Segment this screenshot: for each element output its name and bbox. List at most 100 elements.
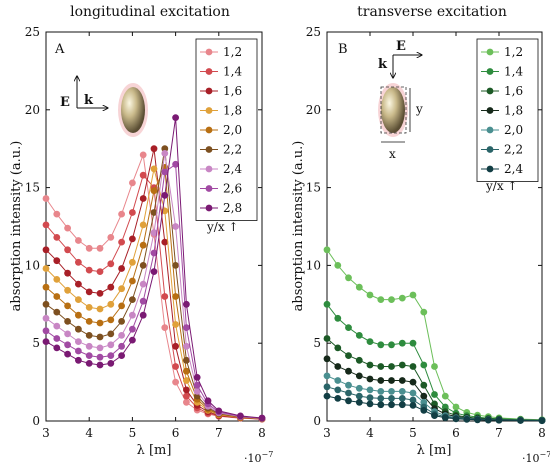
data-point — [398, 401, 406, 409]
data-point — [420, 308, 428, 316]
data-point — [366, 338, 374, 345]
legend-marker — [205, 146, 213, 153]
legend: 1,2 1,4 1,6 1,8 2,0 2,2 2,4 2,6 2,8 — [195, 38, 258, 221]
data-point — [107, 330, 115, 338]
data-point — [129, 209, 136, 216]
data-point — [388, 377, 395, 384]
data-point — [334, 314, 342, 322]
y-ticks: 0 5 10 15 20 25 — [25, 25, 262, 428]
data-point — [334, 395, 342, 402]
data-point — [96, 290, 104, 297]
data-point — [345, 381, 352, 389]
legend-marker — [205, 126, 213, 134]
data-point — [42, 221, 50, 229]
data-point — [53, 276, 61, 283]
inset-longitudinal: E k — [60, 76, 148, 137]
data-point — [53, 344, 61, 352]
x-axis-label: λ [m] — [137, 443, 172, 458]
y-ticks: 0 5 10 15 20 25 — [306, 25, 542, 428]
x-tick-label: 4 — [366, 426, 374, 440]
data-point — [366, 361, 374, 369]
data-point — [118, 302, 125, 310]
y-tick-label: 25 — [25, 25, 40, 39]
data-point — [96, 268, 104, 275]
data-point — [431, 400, 438, 408]
data-point — [161, 192, 169, 199]
data-point — [118, 318, 125, 325]
legend-label: 2,4 — [504, 162, 523, 176]
data-point — [42, 327, 50, 335]
data-point — [107, 260, 115, 268]
data-point — [334, 262, 342, 269]
data-point — [409, 339, 417, 347]
width-label: x — [389, 147, 396, 161]
data-point — [42, 265, 50, 272]
legend-label: 1,2 — [504, 45, 523, 59]
data-point — [172, 293, 180, 300]
data-point — [75, 338, 82, 345]
data-point — [323, 300, 331, 308]
data-point — [129, 325, 136, 333]
panel-label: A — [54, 42, 65, 57]
data-point — [96, 353, 104, 361]
data-point — [118, 210, 125, 218]
data-point — [139, 171, 147, 179]
data-point — [388, 363, 395, 370]
data-point — [355, 384, 363, 392]
plot-frame — [326, 31, 543, 422]
data-point — [75, 356, 82, 364]
data-point — [323, 246, 331, 254]
data-point — [193, 381, 201, 389]
data-point — [150, 145, 158, 153]
data-point — [96, 244, 104, 252]
data-point — [388, 296, 395, 303]
nanoparticle — [381, 87, 405, 133]
x-tick-label: 4 — [85, 426, 93, 440]
data-point — [355, 332, 363, 339]
data-point — [107, 283, 115, 291]
data-point — [129, 311, 136, 319]
legend-label: 2,0 — [504, 123, 523, 137]
legend-marker — [205, 107, 213, 114]
data-point — [258, 414, 266, 422]
legend-label: 2,8 — [223, 201, 242, 215]
data-point — [172, 160, 180, 168]
data-point — [484, 416, 492, 424]
data-point — [323, 372, 331, 380]
data-point — [129, 179, 136, 187]
chart-title: longitudinal excitation — [70, 4, 230, 20]
y-tick-label: 0 — [32, 414, 40, 428]
data-point — [409, 363, 417, 370]
data-point — [172, 363, 180, 370]
data-point — [323, 392, 331, 400]
data-point — [161, 324, 169, 331]
data-point — [409, 291, 417, 299]
data-point — [161, 150, 169, 157]
data-point — [96, 319, 104, 327]
y-tick-label: 25 — [306, 25, 321, 39]
data-point — [441, 392, 449, 400]
legend-marker — [205, 48, 213, 56]
y-tick-label: 10 — [306, 258, 321, 272]
data-point — [96, 333, 104, 341]
legend-marker — [205, 185, 213, 192]
data-point — [334, 386, 342, 394]
data-point — [495, 416, 503, 424]
data-point — [517, 417, 524, 424]
data-point — [42, 314, 50, 322]
data-point — [139, 262, 147, 269]
data-point — [139, 195, 147, 202]
legend-label: 2,6 — [223, 182, 242, 196]
data-point — [53, 293, 61, 300]
data-point — [409, 378, 417, 386]
data-point — [377, 363, 385, 370]
y-tick-label: 10 — [25, 258, 40, 272]
data-point — [204, 397, 212, 405]
data-point — [366, 394, 374, 402]
data-point — [107, 316, 115, 324]
y-tick-label: 0 — [313, 414, 321, 428]
data-point — [42, 246, 50, 254]
data-point — [64, 246, 71, 254]
data-point — [64, 302, 71, 310]
